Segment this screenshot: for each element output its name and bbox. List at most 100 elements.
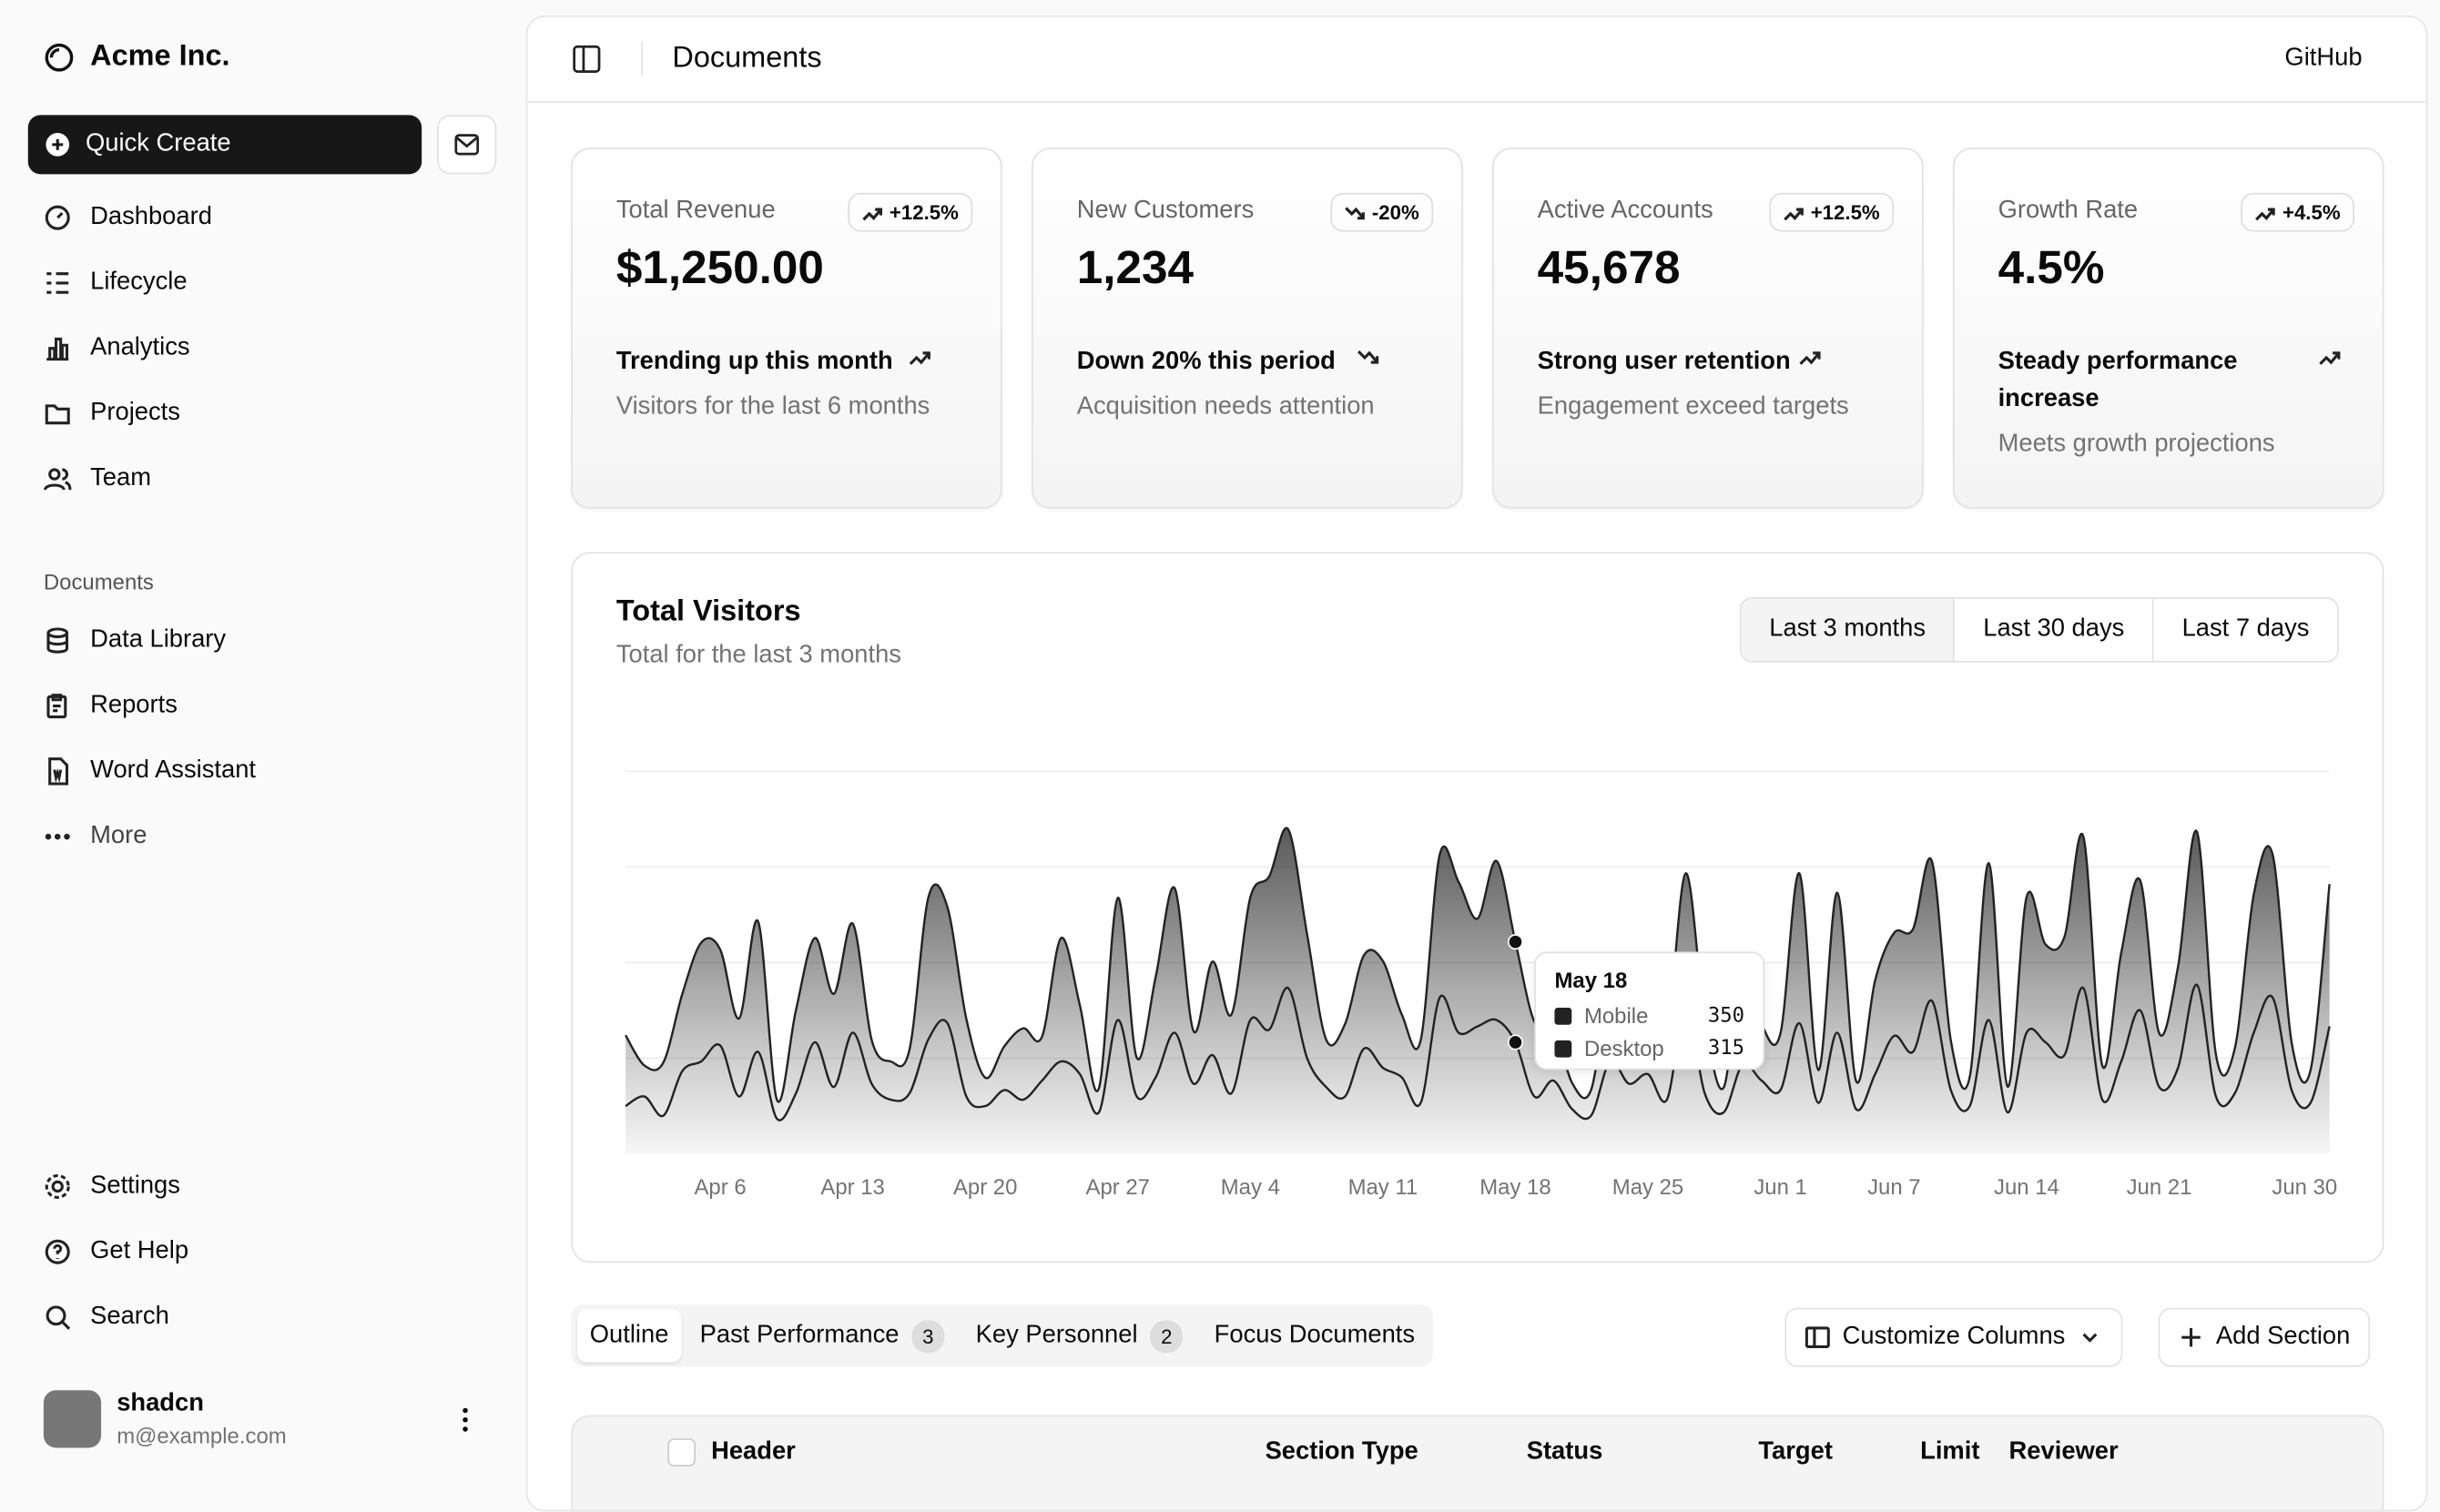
card-badge: -20% xyxy=(1329,192,1434,232)
range-option[interactable]: Last 3 months xyxy=(1741,598,1954,662)
label: Reports xyxy=(90,692,178,719)
icon xyxy=(454,134,480,156)
tab[interactable]: Key Personnel 2 xyxy=(963,1309,1195,1362)
label: Outline xyxy=(589,1322,669,1349)
nav-item[interactable]: Search xyxy=(28,1284,495,1350)
card-badge: +12.5% xyxy=(847,192,973,232)
sidebar-toggle[interactable] xyxy=(573,45,601,74)
x-tick-label: Jun 21 xyxy=(2127,1175,2192,1200)
column-header[interactable]: Status xyxy=(1526,1438,1603,1466)
badge-text: +12.5% xyxy=(889,200,959,224)
nav-item[interactable]: Team xyxy=(28,446,495,512)
tab[interactable]: Outline xyxy=(577,1309,682,1363)
card-title: New Customers xyxy=(1076,197,1255,224)
column-header[interactable]: Section Type xyxy=(1265,1438,1418,1466)
active-dot xyxy=(1507,1034,1524,1050)
x-tick-label: Jun 1 xyxy=(1754,1175,1806,1200)
line xyxy=(625,983,2331,1121)
metric-card: Total Revenue +12.5% $1,250.00 Trending up … xyxy=(571,147,1002,509)
logo xyxy=(45,43,74,72)
card-note: Meets growth projections xyxy=(1998,431,2275,458)
x-tick-label: May 11 xyxy=(1348,1175,1418,1200)
tab[interactable]: Focus Documents xyxy=(1202,1309,1428,1362)
tooltip-row: Mobile 350 xyxy=(1554,1003,1744,1028)
x-tick-label: May 18 xyxy=(1479,1175,1550,1200)
label: Key Personnel xyxy=(975,1322,1138,1349)
x-tick-label: Apr 13 xyxy=(820,1175,884,1200)
label: Past Performance xyxy=(699,1322,900,1349)
trend-icon xyxy=(909,351,930,365)
label: Settings xyxy=(90,1172,180,1200)
label: Analytics xyxy=(90,334,190,361)
trend-icon xyxy=(2319,351,2341,365)
tab[interactable]: Past Performance 3 xyxy=(687,1309,957,1362)
chart-title: Total Visitors xyxy=(615,595,801,629)
x-tick-label: Apr 6 xyxy=(694,1175,746,1200)
value: 350 xyxy=(1707,1003,1744,1028)
column-header[interactable]: Reviewer xyxy=(2008,1438,2119,1466)
nav-item[interactable]: Projects xyxy=(28,381,495,447)
column-header[interactable]: Limit xyxy=(1920,1438,1980,1466)
card-value: 4.5% xyxy=(1998,242,2105,294)
card-title: Growth Rate xyxy=(1998,197,2139,224)
card-note: Engagement exceed targets xyxy=(1537,393,1849,421)
x-tick-label: Apr 27 xyxy=(1086,1175,1150,1200)
section-label: Documents xyxy=(43,569,154,594)
quick-create[interactable]: Quick Create xyxy=(27,115,422,175)
label: Quick Create xyxy=(86,130,231,157)
badge-text: +4.5% xyxy=(2282,200,2341,224)
badge-text: +12.5% xyxy=(1810,200,1880,224)
github-link[interactable]: GitHub xyxy=(2284,45,2363,72)
range-option[interactable]: Last 7 days xyxy=(2152,598,2337,662)
nav-item[interactable]: Reports xyxy=(28,674,495,739)
range-toggle: Last 3 months Last 30 days Last 7 days xyxy=(1739,596,2339,663)
column-header[interactable]: Header xyxy=(711,1438,796,1466)
card-note: Visitors for the last 6 months xyxy=(615,393,930,421)
tabs: Outline Past Performance 3 Key Personnel 2… xyxy=(571,1304,1434,1367)
divider xyxy=(641,42,643,76)
footer-nav: Settings Get Help Search xyxy=(28,1154,495,1350)
label: Word Assistant xyxy=(90,756,257,784)
customize-columns[interactable]: Customize Columns xyxy=(1784,1307,2123,1367)
inbox-button[interactable] xyxy=(437,115,497,175)
brand-name: Acme Inc. xyxy=(90,40,230,74)
column-header[interactable]: Target xyxy=(1758,1438,1833,1466)
nav-item[interactable]: Word Assistant xyxy=(28,738,495,804)
x-tick-label: May 25 xyxy=(1612,1175,1683,1200)
metric-card: Active Accounts +12.5% 45,678 Strong user r… xyxy=(1492,147,1924,509)
main-panel: Documents GitHub Total Revenue +12.5% $1,2… xyxy=(525,15,2428,1512)
trend-icon xyxy=(2254,208,2275,221)
card-value: 45,678 xyxy=(1537,242,1681,294)
count: 2 xyxy=(1150,1319,1184,1353)
nav-item[interactable]: More xyxy=(28,804,495,869)
nav-item[interactable]: Analytics xyxy=(28,316,495,381)
icon xyxy=(46,133,70,157)
add-section[interactable]: Add Section xyxy=(2158,1307,2371,1367)
card-value: 1,234 xyxy=(1076,242,1195,294)
user-menu[interactable] xyxy=(454,1405,476,1434)
area xyxy=(625,827,2330,1121)
nav-item[interactable]: Lifecycle xyxy=(28,250,495,316)
card-title: Total Revenue xyxy=(615,197,776,224)
documents-nav: Data Library Reports Word Assistant More xyxy=(28,608,495,869)
tooltip-title: May 18 xyxy=(1554,967,1628,992)
nav-item[interactable]: Settings xyxy=(28,1154,495,1220)
x-tick-label: May 4 xyxy=(1221,1175,1280,1200)
checkbox[interactable] xyxy=(667,1438,696,1466)
nav-item[interactable]: Data Library xyxy=(28,608,495,674)
brand[interactable]: Acme Inc. xyxy=(44,40,230,75)
range-option[interactable]: Last 30 days xyxy=(1953,598,2152,662)
tooltip: May 18 Mobile 350 Desktop 315 xyxy=(1534,951,1765,1071)
nav-item[interactable]: Get Help xyxy=(28,1219,495,1284)
area-chart: Apr 6 Apr 13 Apr 20 Apr 27 May 4 May 11 May 18… xyxy=(625,770,2337,1200)
avatar[interactable] xyxy=(43,1390,102,1448)
label: More xyxy=(90,822,147,849)
active-dot xyxy=(1507,934,1524,950)
card-badge: +12.5% xyxy=(1768,192,1895,232)
label: Lifecycle xyxy=(90,269,188,296)
card-title: Active Accounts xyxy=(1537,197,1713,224)
nav-item[interactable]: Dashboard xyxy=(28,185,495,250)
area xyxy=(625,984,2330,1154)
